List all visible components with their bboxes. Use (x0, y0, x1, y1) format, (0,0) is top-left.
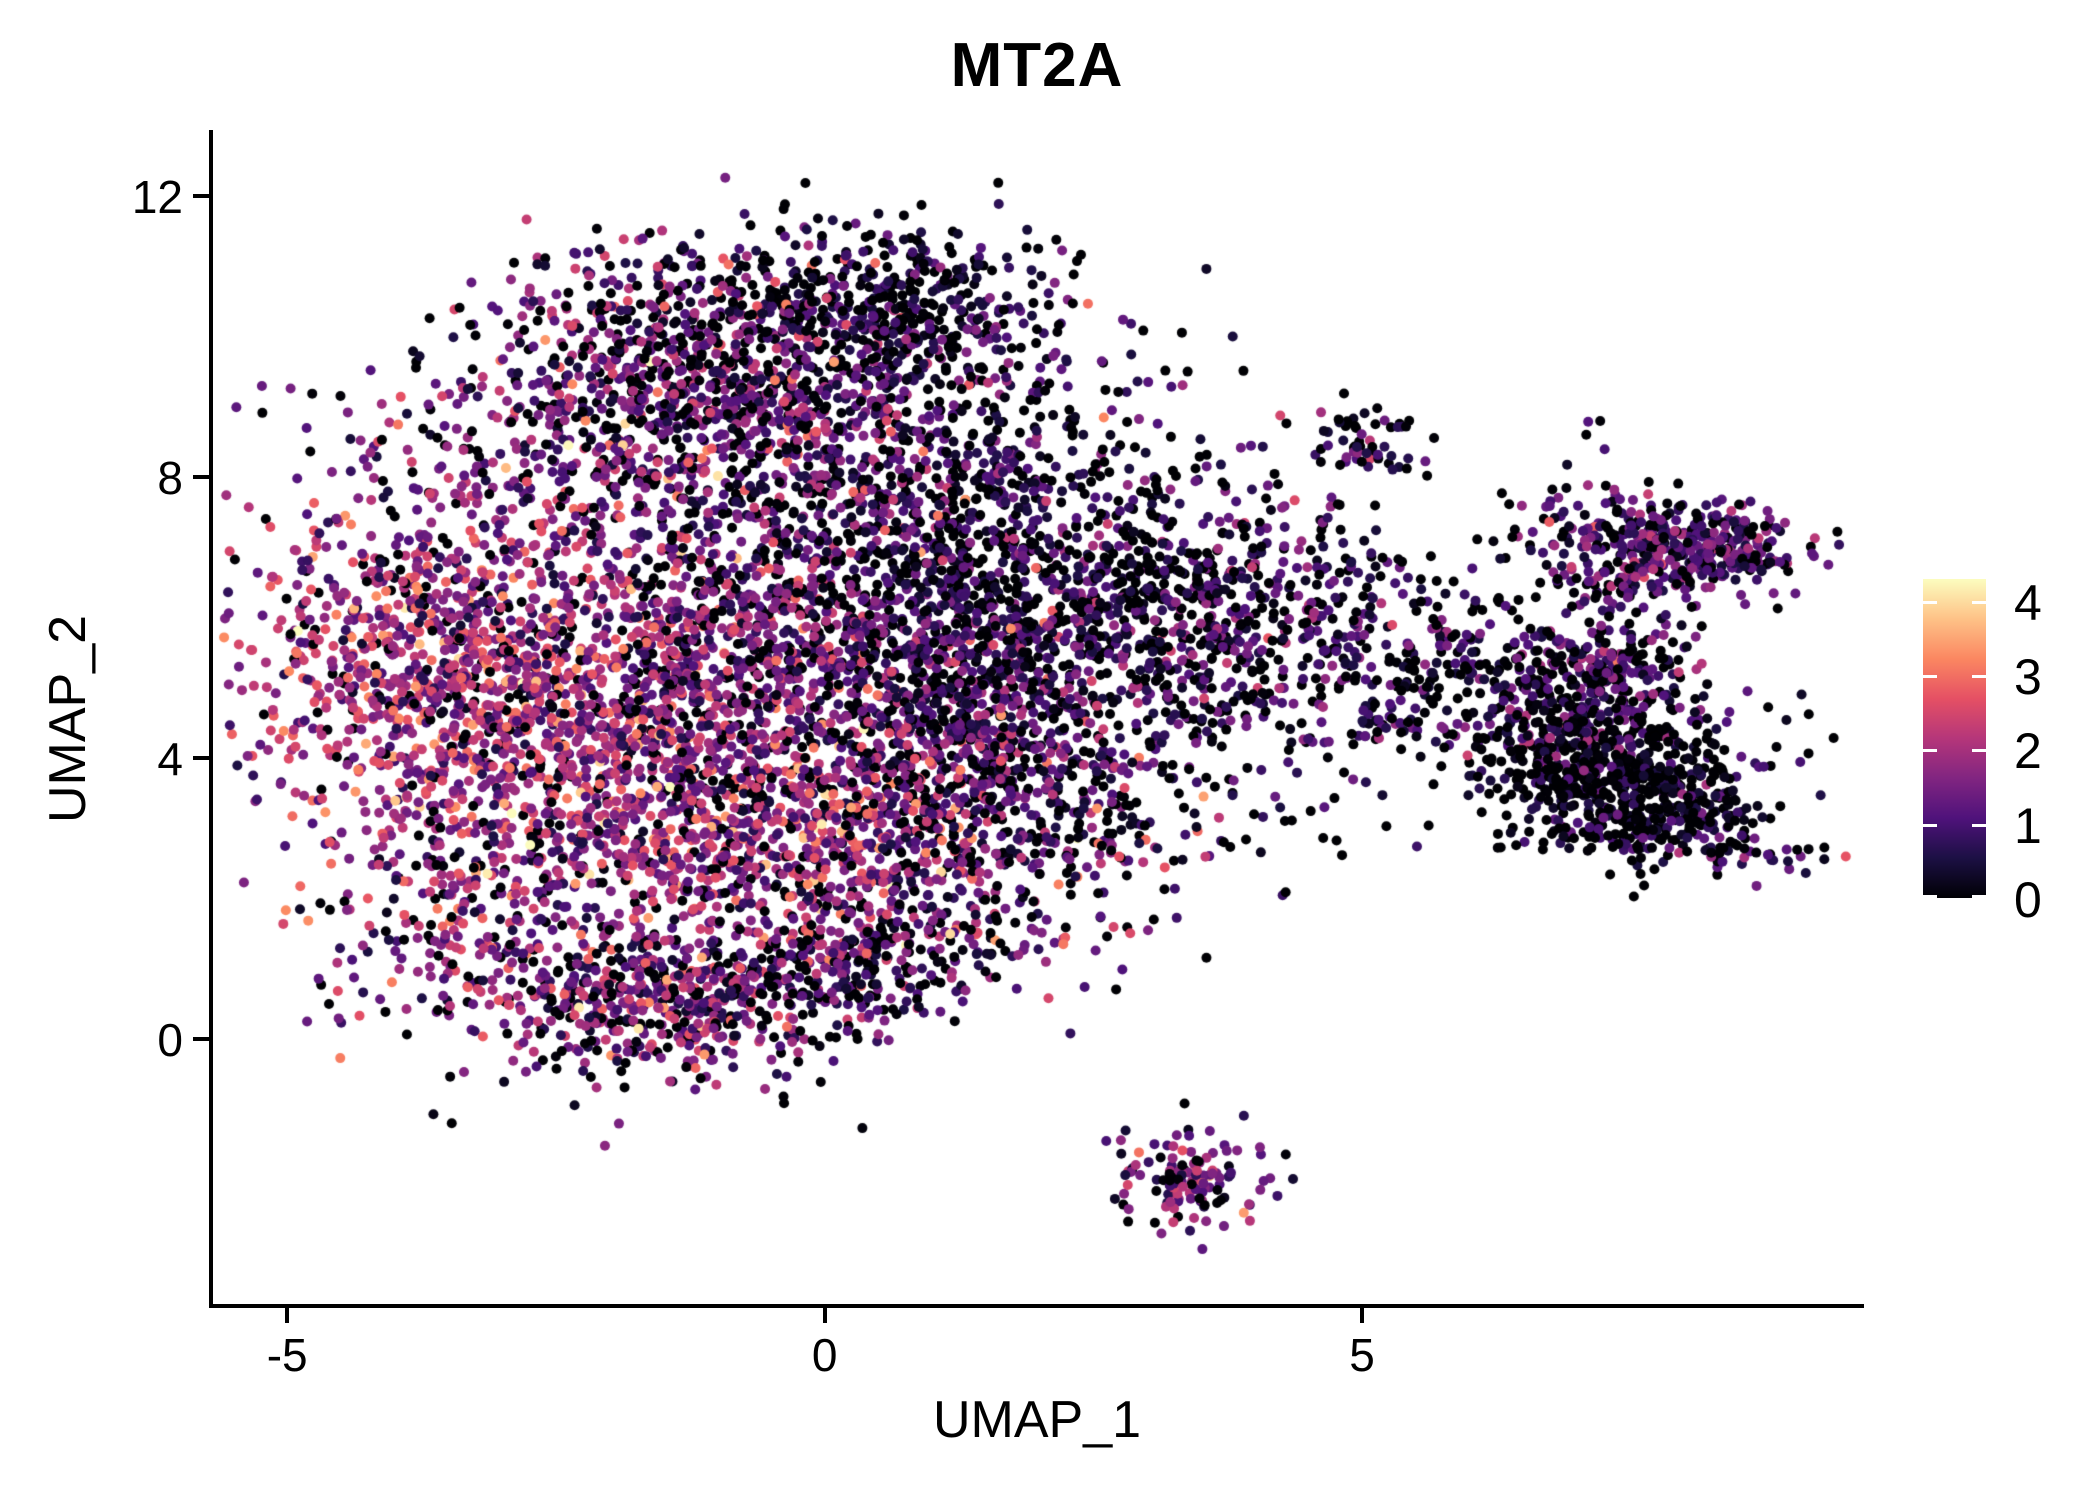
plot-title: MT2A (950, 31, 1124, 100)
colorbar-tick-label: 4 (2014, 574, 2042, 631)
x-tick-mark (1360, 1308, 1365, 1323)
x-tick-mark (822, 1308, 827, 1323)
y-tick-label: 4 (157, 733, 183, 786)
colorbar-tick-notch (1923, 600, 1937, 604)
colorbar-tick-notch (1972, 823, 1986, 827)
y-tick-mark (193, 475, 209, 480)
y-tick-label: 12 (131, 171, 183, 224)
colorbar-tick-notch (1923, 895, 1937, 898)
x-axis-spine (209, 1304, 1864, 1308)
colorbar-tick-label: 2 (2014, 723, 2042, 780)
x-tick-label: 5 (1349, 1329, 1375, 1381)
y-tick-mark (193, 1037, 209, 1042)
y-axis-title: UMAP_2 (39, 614, 97, 824)
x-tick-label: 0 (811, 1329, 838, 1381)
x-tick-mark (285, 1308, 290, 1323)
colorbar-tick-notch (1972, 895, 1986, 898)
colorbar-tick-notch (1972, 749, 1986, 753)
colorbar-tick-notch (1972, 674, 1986, 678)
x-tick-label: -5 (266, 1329, 308, 1381)
umap-scatter-points (213, 130, 1863, 1304)
colorbar-tick-label: 3 (2014, 648, 2042, 705)
y-axis-spine (209, 130, 213, 1308)
y-tick-mark (193, 194, 209, 199)
colorbar-tick-label: 1 (2014, 797, 2042, 854)
colorbar-tick-notch (1923, 823, 1937, 827)
y-tick-mark (193, 756, 209, 761)
colorbar-tick-notch (1972, 600, 1986, 604)
y-tick-label: 0 (157, 1014, 183, 1067)
y-tick-label: 8 (157, 452, 183, 505)
colorbar-tick-label: 0 (2014, 872, 2042, 928)
expression-colorbar (1923, 579, 1986, 898)
colorbar-tick-notch (1923, 674, 1937, 678)
x-axis-title: UMAP_1 (932, 1391, 1142, 1449)
colorbar-tick-notch (1923, 749, 1937, 753)
